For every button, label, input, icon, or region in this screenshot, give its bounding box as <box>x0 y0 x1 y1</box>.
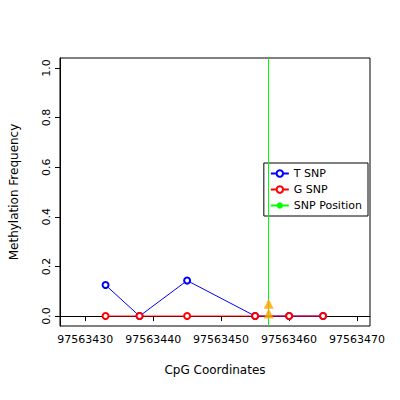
svg-text:T SNP: T SNP <box>293 167 326 180</box>
svg-text:97563460: 97563460 <box>261 333 317 346</box>
svg-text:0.2: 0.2 <box>40 258 53 276</box>
svg-text:G SNP: G SNP <box>294 183 328 196</box>
svg-text:97563440: 97563440 <box>125 333 181 346</box>
svg-text:97563450: 97563450 <box>193 333 249 346</box>
svg-text:0.0: 0.0 <box>40 307 53 325</box>
svg-text:CpG Coordinates: CpG Coordinates <box>164 363 265 377</box>
svg-text:97563430: 97563430 <box>57 333 113 346</box>
svg-text:0.6: 0.6 <box>40 158 53 176</box>
svg-text:97563470: 97563470 <box>329 333 385 346</box>
svg-text:0.4: 0.4 <box>40 208 53 226</box>
svg-text:0.8: 0.8 <box>40 109 53 127</box>
svg-text:1.0: 1.0 <box>40 59 53 77</box>
svg-text:SNP Position: SNP Position <box>294 199 362 212</box>
svg-text:Methylation Frequency: Methylation Frequency <box>7 124 21 261</box>
